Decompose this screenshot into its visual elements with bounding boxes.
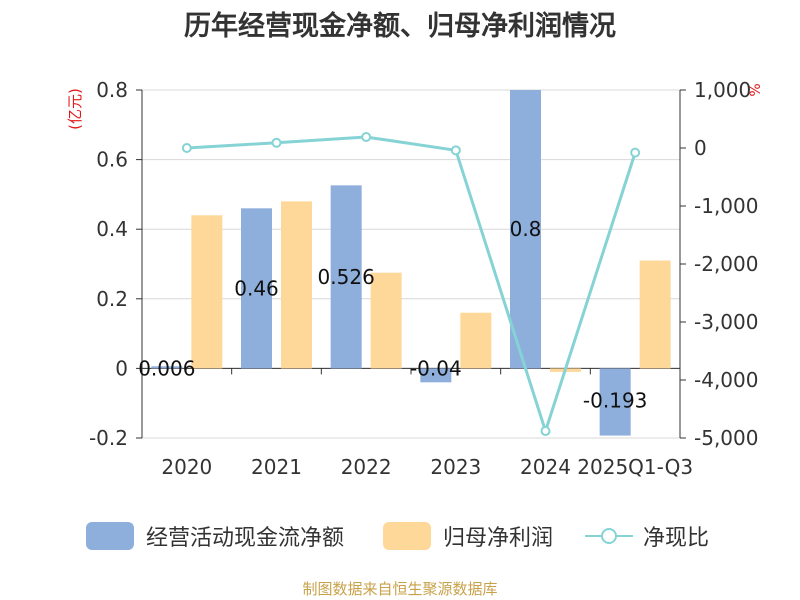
x-tick-label: 2025Q1-Q3 bbox=[577, 455, 693, 479]
legend-label-net-profit: 归母净利润 bbox=[443, 526, 554, 551]
legend-item-cash-ratio[interactable]: 净现比 bbox=[585, 518, 709, 554]
y-right-tick-label: -5,000 bbox=[694, 426, 758, 450]
line-point-cash-ratio bbox=[361, 131, 372, 142]
y-left-tick-label: 0.6 bbox=[96, 148, 128, 172]
x-tick-label: 2024 bbox=[520, 455, 571, 479]
chart-title: 历年经营现金净额、归母净利润情况 bbox=[184, 11, 616, 42]
bar-cashflow bbox=[151, 366, 183, 369]
data-label-cashflow: -0.04 bbox=[410, 356, 462, 380]
bar-net-profit bbox=[639, 260, 671, 369]
bar-net-profit bbox=[370, 272, 402, 369]
y-left-tick-label: 0.8 bbox=[96, 78, 128, 102]
data-label-cashflow: -0.193 bbox=[583, 389, 647, 413]
bar-cashflow bbox=[420, 368, 452, 383]
data-label-cashflow: 0.8 bbox=[510, 217, 542, 241]
data-label-cashflow: 0.526 bbox=[318, 265, 375, 289]
data-label-cashflow: 0.006 bbox=[138, 356, 195, 380]
x-tick-label: 2022 bbox=[341, 455, 392, 479]
legend-swatch-net-profit bbox=[383, 522, 431, 550]
chart-legend: 经营活动现金流净额 归母净利润 净现比 bbox=[0, 518, 800, 554]
y-left-tick-label: -0.2 bbox=[89, 426, 128, 450]
y-right-tick-label: -3,000 bbox=[694, 310, 758, 334]
bar-cashflow bbox=[510, 90, 541, 369]
data-label-cashflow: 0.46 bbox=[234, 276, 279, 300]
y-left-tick-label: 0 bbox=[115, 356, 128, 380]
line-point-cash-ratio bbox=[181, 143, 192, 153]
bar-net-profit bbox=[191, 215, 223, 369]
legend-label-cashflow: 经营活动现金流净额 bbox=[146, 526, 345, 551]
x-tick-label: 2020 bbox=[161, 455, 212, 479]
bar-cashflow bbox=[330, 185, 362, 369]
y-left-unit-label: (亿元) bbox=[66, 88, 84, 130]
legend-line-cash-ratio bbox=[585, 522, 633, 550]
bar-cashflow bbox=[599, 368, 631, 436]
y-right-unit-label: % bbox=[748, 83, 764, 96]
line-point-cash-ratio bbox=[630, 147, 641, 158]
bar-net-profit bbox=[460, 312, 492, 369]
y-right-tick-label: -2,000 bbox=[694, 252, 758, 276]
bar-cashflow bbox=[241, 208, 272, 369]
y-right-tick-label: -1,000 bbox=[694, 194, 758, 218]
line-point-cash-ratio bbox=[450, 145, 461, 156]
x-tick-label: 2021 bbox=[251, 455, 302, 479]
x-tick-label: 2023 bbox=[430, 455, 481, 479]
bar-net-profit bbox=[281, 201, 312, 369]
legend-item-cashflow[interactable]: 经营活动现金流净额 bbox=[86, 518, 344, 554]
legend-item-net-profit[interactable]: 归母净利润 bbox=[383, 518, 553, 554]
legend-label-cash-ratio: 净现比 bbox=[643, 526, 710, 551]
y-right-tick-label: -4,000 bbox=[694, 368, 758, 392]
legend-swatch-cashflow bbox=[86, 522, 134, 550]
y-right-tick-label: 0 bbox=[694, 136, 707, 160]
line-point-cash-ratio bbox=[271, 137, 282, 148]
y-left-tick-label: 0.4 bbox=[96, 217, 128, 241]
y-right-tick-label: 1,000 bbox=[694, 78, 751, 102]
line-cash-ratio bbox=[186, 135, 637, 436]
line-point-cash-ratio bbox=[540, 426, 551, 437]
y-left-tick-label: 0.2 bbox=[96, 287, 128, 311]
source-note: 制图数据来自恒生聚源数据库 bbox=[302, 580, 498, 598]
